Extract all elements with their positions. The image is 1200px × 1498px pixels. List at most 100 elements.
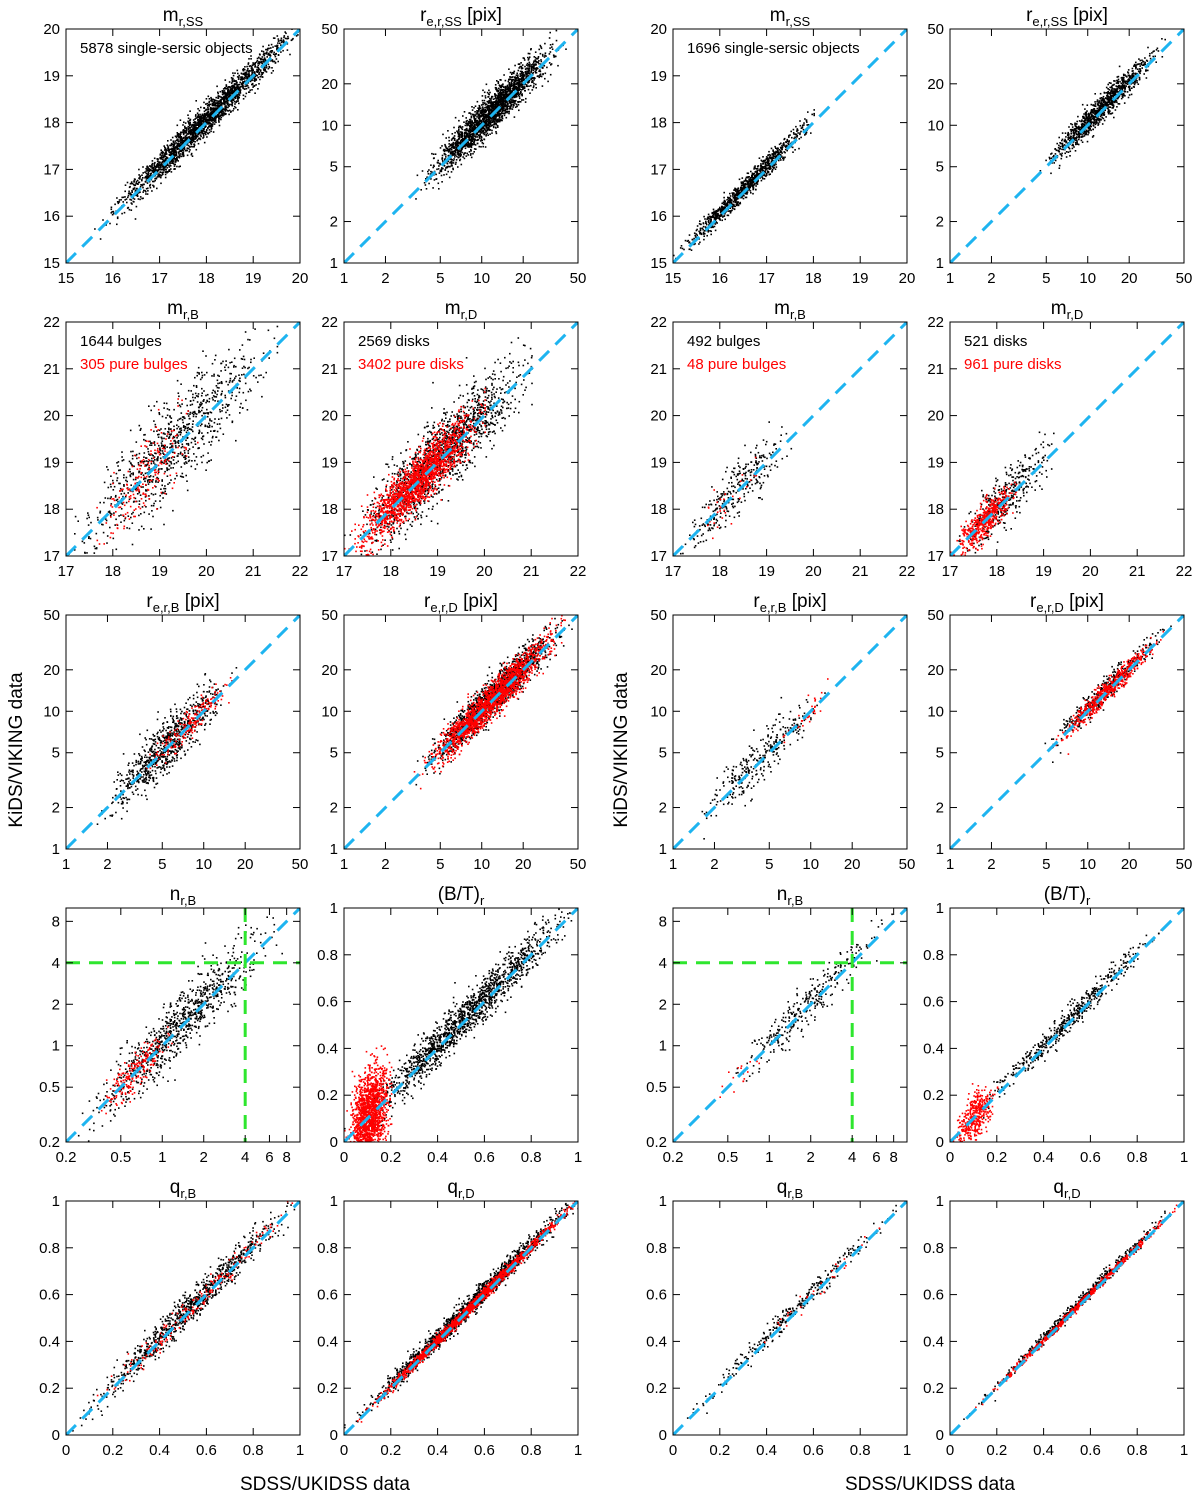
scatter-point <box>476 122 479 124</box>
scatter-point <box>159 171 161 173</box>
scatter-point <box>538 76 540 79</box>
scatter-point <box>504 103 506 105</box>
scatter-point <box>521 94 523 97</box>
scatter-point <box>764 163 767 166</box>
scatter-point <box>463 133 466 135</box>
scatter-point <box>139 176 141 178</box>
scatter-point <box>465 132 467 135</box>
scatter-point <box>477 107 480 109</box>
scatter-point <box>454 116 457 119</box>
scatter-point <box>197 127 200 129</box>
scatter-point <box>149 183 152 186</box>
scatter-point <box>183 140 186 142</box>
scatter-point <box>188 141 191 143</box>
scatter-point <box>234 100 236 103</box>
scatter-point <box>162 167 165 170</box>
scatter-point <box>237 100 239 102</box>
scatter-point <box>473 113 475 116</box>
scatter-point <box>194 131 196 134</box>
scatter-point <box>494 126 497 129</box>
scatter-point <box>202 133 205 135</box>
scatter-point <box>247 68 249 70</box>
scatter-point <box>157 164 160 167</box>
scatter-point <box>137 192 140 194</box>
scatter-point <box>226 87 228 90</box>
scatter-point <box>483 109 486 112</box>
scatter-point <box>123 211 126 214</box>
scatter-point <box>551 43 554 46</box>
scatter-point <box>518 89 521 91</box>
scatter-point <box>110 208 113 211</box>
scatter-point <box>485 118 488 120</box>
scatter-point <box>217 104 219 106</box>
scatter-point <box>509 78 511 80</box>
scatter-point <box>537 75 539 77</box>
scatter-point <box>139 191 141 193</box>
scatter-point <box>502 99 504 102</box>
scatter-point <box>233 96 236 99</box>
scatter-point <box>529 92 531 94</box>
scatter-point <box>207 95 210 98</box>
scatter-point <box>156 187 158 190</box>
scatter-point <box>471 139 474 141</box>
scatter-point <box>193 145 195 148</box>
scatter-point <box>132 200 135 203</box>
scatter-point <box>203 128 205 130</box>
scatter-point <box>263 57 266 59</box>
scatter-point <box>102 219 104 221</box>
scatter-point <box>482 121 485 123</box>
scatter-point <box>477 134 480 136</box>
scatter-point <box>133 198 136 200</box>
scatter-point <box>445 167 447 169</box>
scatter-point <box>174 135 177 138</box>
scatter-point <box>449 144 451 147</box>
scatter-point <box>263 59 265 61</box>
scatter-point <box>279 39 282 42</box>
scatter-point <box>518 95 521 98</box>
scatter-point <box>772 149 774 151</box>
scatter-point <box>178 150 181 153</box>
scatter-point <box>164 161 166 163</box>
scatter-point <box>222 114 224 116</box>
scatter-point <box>205 131 207 133</box>
scatter-point <box>245 85 247 87</box>
scatter-point <box>743 187 745 189</box>
scatter-point <box>452 168 454 171</box>
scatter-point <box>514 64 516 67</box>
scatter-point <box>734 205 736 208</box>
scatter-point <box>487 126 489 129</box>
scatter-point <box>535 68 538 71</box>
scatter-point <box>258 61 260 63</box>
scatter-point <box>224 87 226 89</box>
scatter-point <box>451 138 454 140</box>
scatter-point <box>193 128 195 130</box>
scatter-point <box>520 78 523 81</box>
scatter-point <box>242 87 244 90</box>
scatter-point <box>539 52 542 55</box>
scatter-point <box>788 136 790 138</box>
scatter-point <box>766 170 769 172</box>
scatter-point <box>133 184 136 187</box>
scatter-point <box>470 116 473 119</box>
scatter-point <box>788 141 790 143</box>
scatter-point <box>454 150 456 152</box>
scatter-point <box>680 245 683 247</box>
scatter-point <box>300 21 302 23</box>
scatter-point <box>256 59 259 62</box>
scatter-point <box>540 75 543 78</box>
title-base: m <box>770 5 786 26</box>
scatter-point <box>240 83 243 85</box>
scatter-point <box>189 124 191 127</box>
scatter-point <box>479 123 481 125</box>
scatter-point <box>738 178 741 181</box>
scatter-point <box>186 154 189 157</box>
scatter-point <box>197 113 200 116</box>
scatter-point <box>250 58 252 60</box>
scatter-point <box>206 118 209 121</box>
scatter-point <box>242 98 245 100</box>
scatter-point <box>147 171 150 174</box>
scatter-point <box>453 126 455 129</box>
scatter-point <box>459 142 462 145</box>
scatter-point <box>233 90 236 92</box>
